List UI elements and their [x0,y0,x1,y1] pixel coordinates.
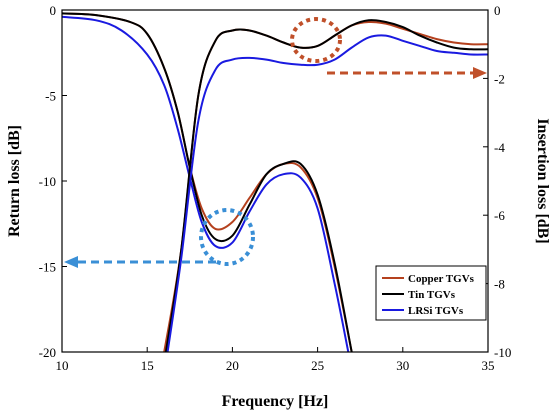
y-right-tick-label: -2 [494,71,505,86]
y-right-tick-label: -4 [494,140,505,155]
series-line-lrsi-tgvs-insertion-loss [61,15,350,353]
arrow-right-head [473,67,487,79]
y-right-tick-label: -6 [494,208,505,223]
y-left-tick-label: -20 [39,345,56,360]
series-line-tin-tgvs-insertion-loss [61,12,353,353]
x-tick-label: 15 [141,358,154,373]
x-tick-label: 25 [311,358,324,373]
y-axis-left-label: Return loss [dB] [6,125,23,237]
y-left-tick-label: -15 [39,260,56,275]
y-left-tick-label: -5 [45,89,56,104]
annotations [64,17,487,268]
plot-lines [61,12,489,353]
y-right-tick-label: 0 [494,3,501,18]
legend-label: Copper TGVs [408,273,475,285]
highlight-circle-return [199,208,255,266]
x-tick-label: 30 [396,358,409,373]
ticks: 10 15 20 25 30 35 0 -5 -10 -15 -20 0 -2 -4 -6 -8 -10 [39,3,512,373]
highlight-circle-insertion [290,17,342,63]
y-right-tick-label: -8 [494,277,505,292]
x-tick-label: 35 [482,358,495,373]
y-axis-right-label: Insertion loss [dB] [534,118,550,243]
y-right-tick-label: -10 [494,345,511,360]
y-left-tick-label: -10 [39,174,56,189]
legend-label: LRSi TGVs [408,305,464,317]
legend-label: Tin TGVs [408,289,456,301]
x-tick-label: 10 [56,358,69,373]
x-axis-label: Frequency [Hz] [222,393,329,410]
legend: Copper TGVs Tin TGVs LRSi TGVs [375,265,487,321]
series-line-lrsi-tgvs-return-loss [166,34,489,353]
y-left-tick-label: 0 [50,3,57,18]
arrow-left-head [64,256,78,268]
series-line-tin-tgvs-return-loss [164,19,489,353]
x-tick-label: 20 [226,358,239,373]
